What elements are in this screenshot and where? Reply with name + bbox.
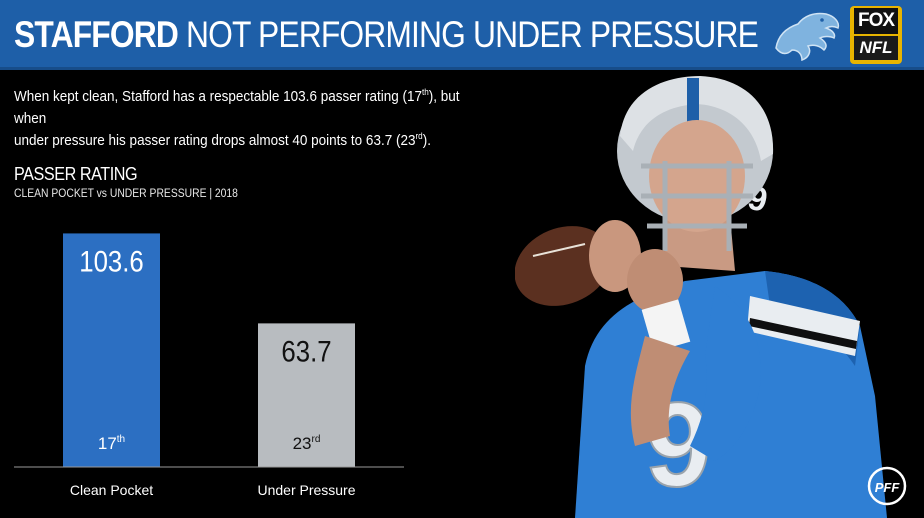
pff-logo-icon: PFF <box>867 466 907 506</box>
bar-value-label: 63.7 <box>281 335 331 368</box>
category-label: Under Pressure <box>257 482 355 498</box>
header-banner: STAFFORD NOT PERFORMING UNDER PRESSURE F… <box>0 0 924 70</box>
description-text: ). <box>422 132 431 149</box>
lions-logo-icon <box>775 12 840 62</box>
description: When kept clean, Stafford has a respecta… <box>14 86 464 152</box>
description-line-1: When kept clean, Stafford has a respecta… <box>14 86 464 130</box>
description-line-2: under pressure his passer rating drops a… <box>14 130 464 152</box>
rank-suffix: th <box>422 87 429 97</box>
title-bold: STAFFORD <box>14 14 179 55</box>
pff-logo-text: PFF <box>875 480 901 495</box>
description-text: ), but when <box>14 88 460 127</box>
description-text: When kept clean, Stafford has a respecta… <box>14 88 423 105</box>
bar-rank-label: 17th <box>98 434 125 453</box>
bar-1 <box>63 233 160 467</box>
rank-suffix: rd <box>415 131 423 141</box>
nfl-logo-text: NFL <box>854 36 898 60</box>
category-label: Clean Pocket <box>70 482 153 498</box>
fox-logo-text: FOX <box>854 8 898 34</box>
bar-rank-label: 23rd <box>293 434 321 453</box>
page-title: STAFFORD NOT PERFORMING UNDER PRESSURE <box>14 13 759 57</box>
bar-value-label: 103.6 <box>79 245 144 278</box>
chart-title: PASSER RATING <box>14 164 138 184</box>
bar-2 <box>258 323 355 467</box>
title-rest: NOT PERFORMING UNDER PRESSURE <box>185 14 759 55</box>
bar-chart: 103.6 17th Clean Pocket 63.7 23rd Under Press… <box>14 233 404 498</box>
player-photo: 9 9 <box>515 76 887 518</box>
chart-subtitle: CLEAN POCKET vs UNDER PRESSURE | 2018 <box>14 188 238 200</box>
description-text: under pressure his passer rating drops a… <box>14 132 416 149</box>
fox-nfl-logo-icon: FOX NFL <box>850 6 902 64</box>
